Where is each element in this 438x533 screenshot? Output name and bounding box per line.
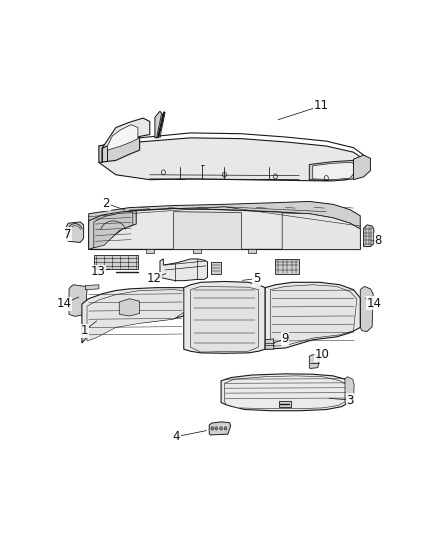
Text: 7: 7 xyxy=(64,228,71,241)
Polygon shape xyxy=(155,111,162,138)
Polygon shape xyxy=(224,376,346,409)
Polygon shape xyxy=(282,213,360,249)
Polygon shape xyxy=(276,259,299,274)
Polygon shape xyxy=(99,138,367,181)
Polygon shape xyxy=(265,282,360,349)
Polygon shape xyxy=(67,222,84,243)
Polygon shape xyxy=(345,377,354,406)
Polygon shape xyxy=(160,259,208,281)
Text: 1: 1 xyxy=(81,324,88,337)
Polygon shape xyxy=(191,286,258,352)
Polygon shape xyxy=(107,125,138,161)
Polygon shape xyxy=(313,163,353,180)
Polygon shape xyxy=(270,285,357,346)
Polygon shape xyxy=(119,298,140,316)
Polygon shape xyxy=(87,290,184,341)
Circle shape xyxy=(215,427,218,430)
Text: 4: 4 xyxy=(173,430,180,443)
Text: 14: 14 xyxy=(366,297,381,310)
Polygon shape xyxy=(309,354,320,368)
Circle shape xyxy=(224,427,227,430)
Polygon shape xyxy=(82,288,191,343)
Text: 9: 9 xyxy=(281,333,289,345)
Polygon shape xyxy=(353,155,371,180)
Polygon shape xyxy=(309,160,360,181)
Polygon shape xyxy=(247,249,256,253)
Text: 12: 12 xyxy=(147,272,162,285)
Text: 2: 2 xyxy=(102,197,110,210)
Polygon shape xyxy=(193,249,201,253)
Polygon shape xyxy=(88,211,136,249)
Text: 13: 13 xyxy=(90,265,105,278)
Polygon shape xyxy=(360,286,373,332)
Polygon shape xyxy=(173,212,241,249)
Text: 5: 5 xyxy=(253,272,261,285)
Polygon shape xyxy=(88,208,360,249)
Polygon shape xyxy=(146,249,154,253)
Polygon shape xyxy=(211,262,221,274)
Polygon shape xyxy=(102,118,150,163)
Text: 14: 14 xyxy=(57,297,72,310)
Polygon shape xyxy=(88,201,360,229)
Polygon shape xyxy=(364,225,374,247)
Text: 11: 11 xyxy=(314,99,328,112)
Polygon shape xyxy=(209,422,230,435)
Polygon shape xyxy=(265,339,274,349)
Circle shape xyxy=(211,427,214,430)
Polygon shape xyxy=(99,138,140,163)
Polygon shape xyxy=(184,281,265,353)
Polygon shape xyxy=(94,213,133,248)
Polygon shape xyxy=(221,374,350,411)
Text: 10: 10 xyxy=(315,349,330,361)
Polygon shape xyxy=(279,401,291,407)
Polygon shape xyxy=(69,285,87,317)
Circle shape xyxy=(220,427,223,430)
Text: 8: 8 xyxy=(374,234,382,247)
Polygon shape xyxy=(94,255,138,269)
Text: 3: 3 xyxy=(346,393,354,407)
Polygon shape xyxy=(85,285,99,290)
